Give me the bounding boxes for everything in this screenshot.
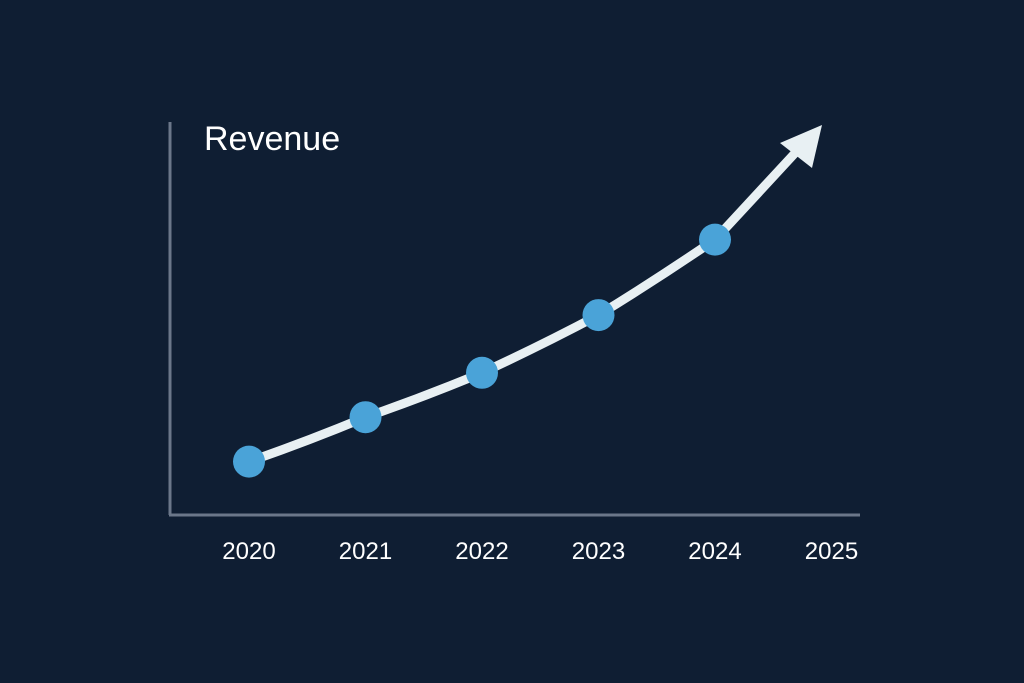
x-tick-label-2023: 2023 [572,538,625,565]
data-point-2023 [582,299,615,332]
x-tick-labels: 2020 2021 2022 2023 2024 2025 [222,538,858,565]
series-line [244,235,720,467]
x-tick-label-2022: 2022 [455,538,508,565]
data-point-2021 [349,401,382,434]
data-point-2022 [466,356,498,389]
series [233,125,822,478]
x-tick-label-2021: 2021 [339,538,392,565]
x-tick-label-2020: 2020 [222,538,275,565]
x-tick-label-2024: 2024 [688,538,741,565]
x-tick-label-2025: 2025 [805,538,858,565]
axes [168,122,860,517]
chart-title: Revenue [204,120,340,158]
data-point-2020 [233,445,265,478]
trend-arrow-head [780,125,822,168]
data-point-2024 [699,223,731,256]
trend-arrow-shaft [710,147,801,245]
